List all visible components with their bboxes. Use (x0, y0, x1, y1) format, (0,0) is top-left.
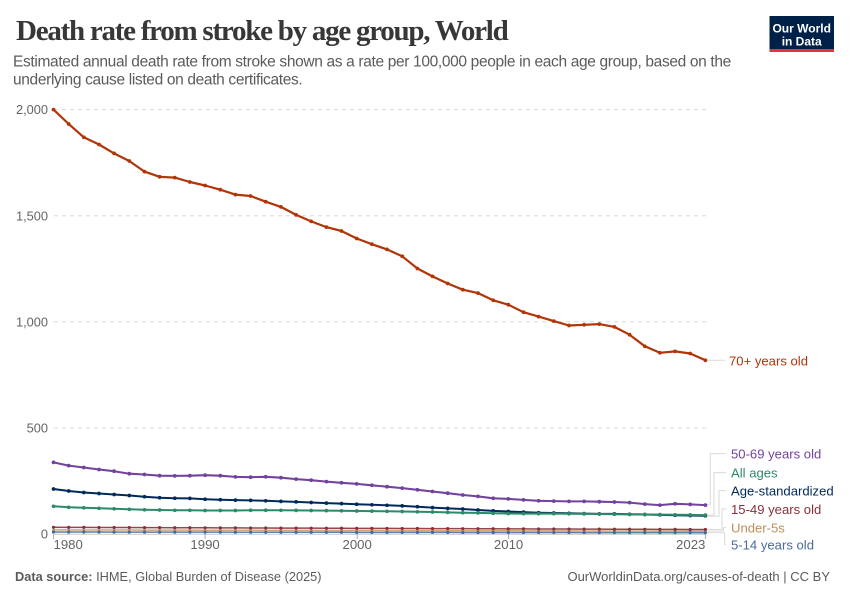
svg-text:5-14 years old: 5-14 years old (731, 537, 814, 552)
svg-text:1980: 1980 (54, 537, 83, 552)
svg-text:2023: 2023 (676, 537, 705, 552)
svg-text:Under-5s: Under-5s (731, 521, 785, 536)
svg-text:OurWorldinData.org/causes-of-d: OurWorldinData.org/causes-of-death | CC … (567, 569, 830, 584)
svg-text:Death rate from stroke by age: Death rate from stroke by age group, Wor… (16, 15, 509, 47)
svg-text:Data source: IHME, Global Burd: Data source: IHME, Global Burden of Dise… (15, 569, 322, 584)
svg-text:All ages: All ages (731, 466, 778, 481)
svg-text:in Data: in Data (782, 35, 822, 49)
svg-text:15-49 years old: 15-49 years old (731, 502, 821, 517)
svg-text:Age-standardized: Age-standardized (731, 484, 834, 499)
svg-text:Our World: Our World (772, 22, 830, 36)
svg-text:2,000: 2,000 (16, 102, 48, 117)
svg-text:500: 500 (27, 421, 48, 436)
svg-text:1,500: 1,500 (16, 208, 48, 223)
svg-text:50-69 years old: 50-69 years old (731, 447, 821, 462)
svg-text:1990: 1990 (190, 537, 219, 552)
svg-text:Estimated annual death rate fr: Estimated annual death rate from stroke … (13, 54, 731, 71)
svg-text:2000: 2000 (343, 537, 372, 552)
svg-text:0: 0 (41, 527, 48, 542)
svg-text:2010: 2010 (494, 537, 523, 552)
svg-text:underlying cause listed on dea: underlying cause listed on death certifi… (13, 72, 302, 89)
svg-text:70+ years old: 70+ years old (729, 353, 808, 368)
svg-text:1,000: 1,000 (16, 314, 48, 329)
